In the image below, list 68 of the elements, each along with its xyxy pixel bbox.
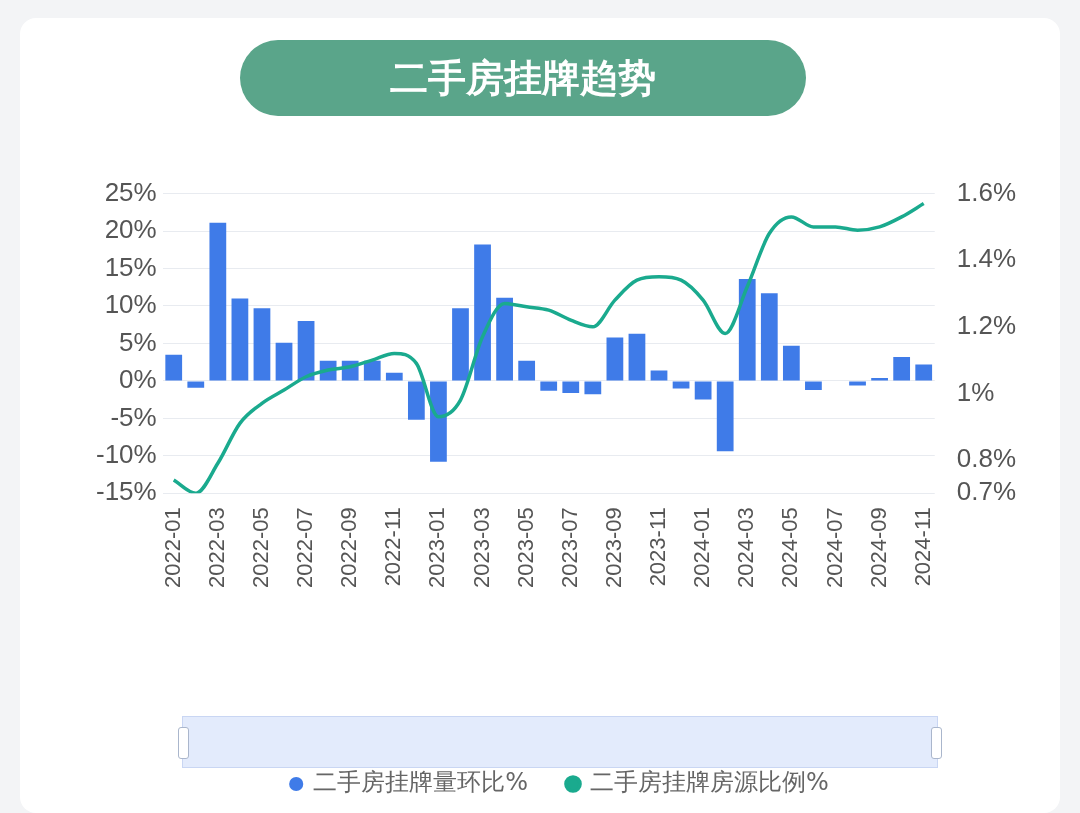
y-tick-label: 15%	[104, 251, 157, 282]
y2-tick-label: 1%	[956, 376, 995, 407]
x-tick-label: 2024-07	[821, 507, 847, 589]
y-tick-label: -10%	[95, 438, 157, 469]
bar	[187, 381, 205, 388]
bar	[165, 354, 183, 381]
x-tick-label: 2022-01	[159, 507, 185, 589]
x-tick-label: 2022-11	[380, 507, 406, 587]
bar	[518, 360, 536, 381]
bar	[275, 342, 293, 381]
bar	[650, 370, 668, 381]
y-tick-label: 20%	[104, 214, 157, 245]
x-tick-label: 2024-05	[777, 507, 803, 589]
bar	[562, 381, 580, 393]
x-tick-label: 2024-03	[733, 507, 759, 589]
bar	[915, 364, 933, 381]
bar	[253, 308, 271, 381]
bar	[716, 381, 734, 452]
x-tick-label: 2023-05	[512, 507, 538, 589]
bar	[849, 381, 866, 386]
bar	[297, 320, 315, 381]
chart-title: 二手房挂牌趋势	[240, 40, 806, 116]
x-tick-label: 2024-01	[689, 507, 715, 589]
x-tick-label: 2023-03	[468, 507, 494, 589]
bar	[496, 297, 513, 381]
bar	[893, 356, 911, 381]
y-tick-label: -15%	[95, 476, 157, 507]
y2-tick-label: 1.6%	[956, 176, 1016, 207]
legend-label: 二手房挂牌房源比例%	[590, 768, 829, 797]
y2-tick-label: 1.4%	[956, 243, 1016, 274]
bar	[672, 381, 690, 389]
bar	[694, 381, 712, 400]
bar	[385, 372, 403, 381]
bar	[805, 381, 822, 390]
bar	[738, 279, 756, 381]
x-tick-label: 2024-09	[865, 507, 891, 589]
bar	[452, 308, 469, 381]
bar	[430, 381, 447, 462]
legend-label: 二手房挂牌量环比%	[313, 768, 529, 797]
y2-tick-label: 0.8%	[956, 443, 1016, 474]
bar	[474, 244, 491, 381]
bar	[540, 381, 558, 391]
bar	[628, 333, 646, 381]
bar	[584, 381, 602, 395]
y-tick-label: 10%	[104, 289, 157, 320]
x-tick-label: 2022-09	[336, 507, 362, 589]
y-tick-label: 5%	[119, 326, 157, 357]
x-tick-label: 2023-01	[424, 507, 450, 589]
y-tick-label: -5%	[110, 401, 157, 432]
x-tick-label: 2023-07	[556, 507, 582, 589]
bar	[606, 337, 624, 381]
line-series	[171, 201, 926, 494]
x-tick-label: 2022-05	[248, 507, 274, 589]
x-tick-label: 2022-07	[292, 507, 318, 589]
x-tick-label: 2024-11	[909, 507, 935, 587]
x-tick-label: 2022-03	[203, 507, 229, 589]
bar	[782, 345, 800, 381]
bar	[407, 381, 425, 420]
y-tick-label: 0%	[119, 364, 157, 395]
x-tick-label: 2023-09	[600, 507, 626, 589]
bar	[209, 222, 227, 381]
y2-tick-label: 0.7%	[956, 476, 1016, 507]
y2-tick-label: 1.2%	[956, 309, 1016, 340]
x-tick-label: 2023-11	[645, 507, 671, 587]
bar	[363, 360, 381, 381]
bar	[231, 298, 249, 381]
y-tick-label: 25%	[104, 176, 157, 207]
bar	[760, 293, 778, 381]
